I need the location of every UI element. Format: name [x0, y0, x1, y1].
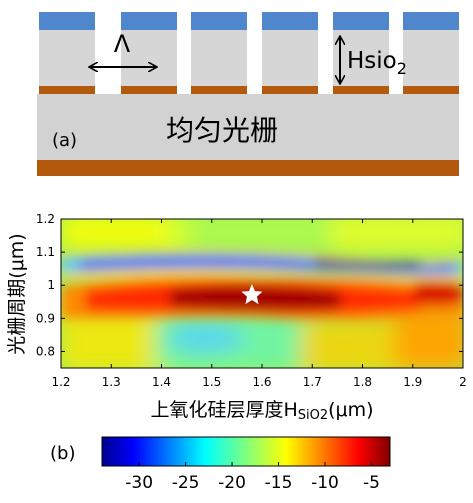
- x-tick-label: 1.3: [102, 375, 121, 389]
- panel-label-b: (b): [50, 443, 75, 464]
- grating-pillar: [121, 12, 177, 94]
- pillar-cap: [403, 12, 459, 30]
- pillar-body: [262, 30, 318, 86]
- pillar-body: [403, 30, 459, 86]
- x-tick-label: 1.5: [202, 375, 221, 389]
- x-axis-label-subscript: SiO2: [298, 408, 328, 423]
- x-tick-label: 1.4: [152, 375, 171, 389]
- substrate-layer: [37, 94, 459, 160]
- x-tick-label: 1.7: [303, 375, 322, 389]
- y-tick-label: 0.8: [36, 344, 55, 358]
- grating-pillar: [39, 12, 95, 94]
- y-tick-label: 1.2: [36, 212, 55, 226]
- pillar-cap: [262, 12, 318, 30]
- grating-pillar: [191, 12, 247, 94]
- y-tick-label: 1: [47, 278, 55, 292]
- height-label: Hsio2: [347, 48, 407, 78]
- colorbar: [101, 436, 391, 467]
- pillar-cap: [39, 12, 95, 30]
- bottom-metal-layer: [37, 160, 459, 176]
- colorbar-tick-label: -5: [363, 473, 380, 493]
- panel-label-a: (a): [52, 130, 77, 151]
- colorbar-tick-label: -30: [125, 473, 153, 493]
- pillar-body: [191, 30, 247, 86]
- pillar-metal: [262, 86, 318, 94]
- y-tick-label: 0.9: [36, 311, 55, 325]
- colorbar-tick-label: -10: [311, 473, 339, 493]
- pillar-cap: [333, 12, 389, 30]
- colorbar-tick-label: -25: [172, 473, 200, 493]
- x-axis: 1.2 1.3 1.4 1.5 1.6 1.7 1.8 1.9 2: [51, 219, 467, 389]
- grating-schematic: Λ Hsio2 (a) 均匀光栅: [37, 12, 459, 176]
- y-axis: 1.2 1.1 1 0.9 0.8: [36, 212, 463, 358]
- pillar-metal: [191, 86, 247, 94]
- colorbar-tick-label: -15: [265, 473, 293, 493]
- optimum-star-marker: [241, 284, 263, 305]
- pillar-metal: [39, 86, 95, 94]
- colorbar-ticks: -30 -25 -20 -15 -10 -5: [125, 462, 380, 493]
- heatmap-surface: [61, 219, 463, 368]
- period-symbol: Λ: [114, 30, 131, 58]
- y-axis-label: 光栅周期(μm): [6, 233, 28, 354]
- heatmap-chart: 1.2 1.3 1.4 1.5 1.6 1.7 1.8 1.9 2 1.21.110.90.8 …: [6, 212, 467, 493]
- pillar-cap: [191, 12, 247, 30]
- pillar-body: [121, 30, 177, 86]
- height-label-subscript: 2: [397, 59, 407, 78]
- colorbar-tick-label: -20: [218, 473, 246, 493]
- pillar-body: [39, 30, 95, 86]
- pillar-metal: [333, 86, 389, 94]
- grating-label: 均匀光栅: [166, 114, 278, 147]
- grating-pillar: [262, 12, 318, 94]
- pillar-metal: [403, 86, 459, 94]
- x-tick-label: 1.2: [51, 375, 70, 389]
- x-tick-label: 1.6: [252, 375, 271, 389]
- x-axis-label: 上氧化硅层厚度HSiO2(μm): [150, 399, 373, 423]
- pillar-metal: [121, 86, 177, 94]
- grating-pillars: [39, 12, 459, 94]
- pillar-cap: [121, 12, 177, 30]
- x-tick-label: 1.8: [353, 375, 372, 389]
- x-tick-label: 1.9: [403, 375, 422, 389]
- x-tick-label: 2: [459, 375, 467, 389]
- y-tick-label: 1.1: [36, 245, 55, 259]
- grating-pillar: [403, 12, 459, 94]
